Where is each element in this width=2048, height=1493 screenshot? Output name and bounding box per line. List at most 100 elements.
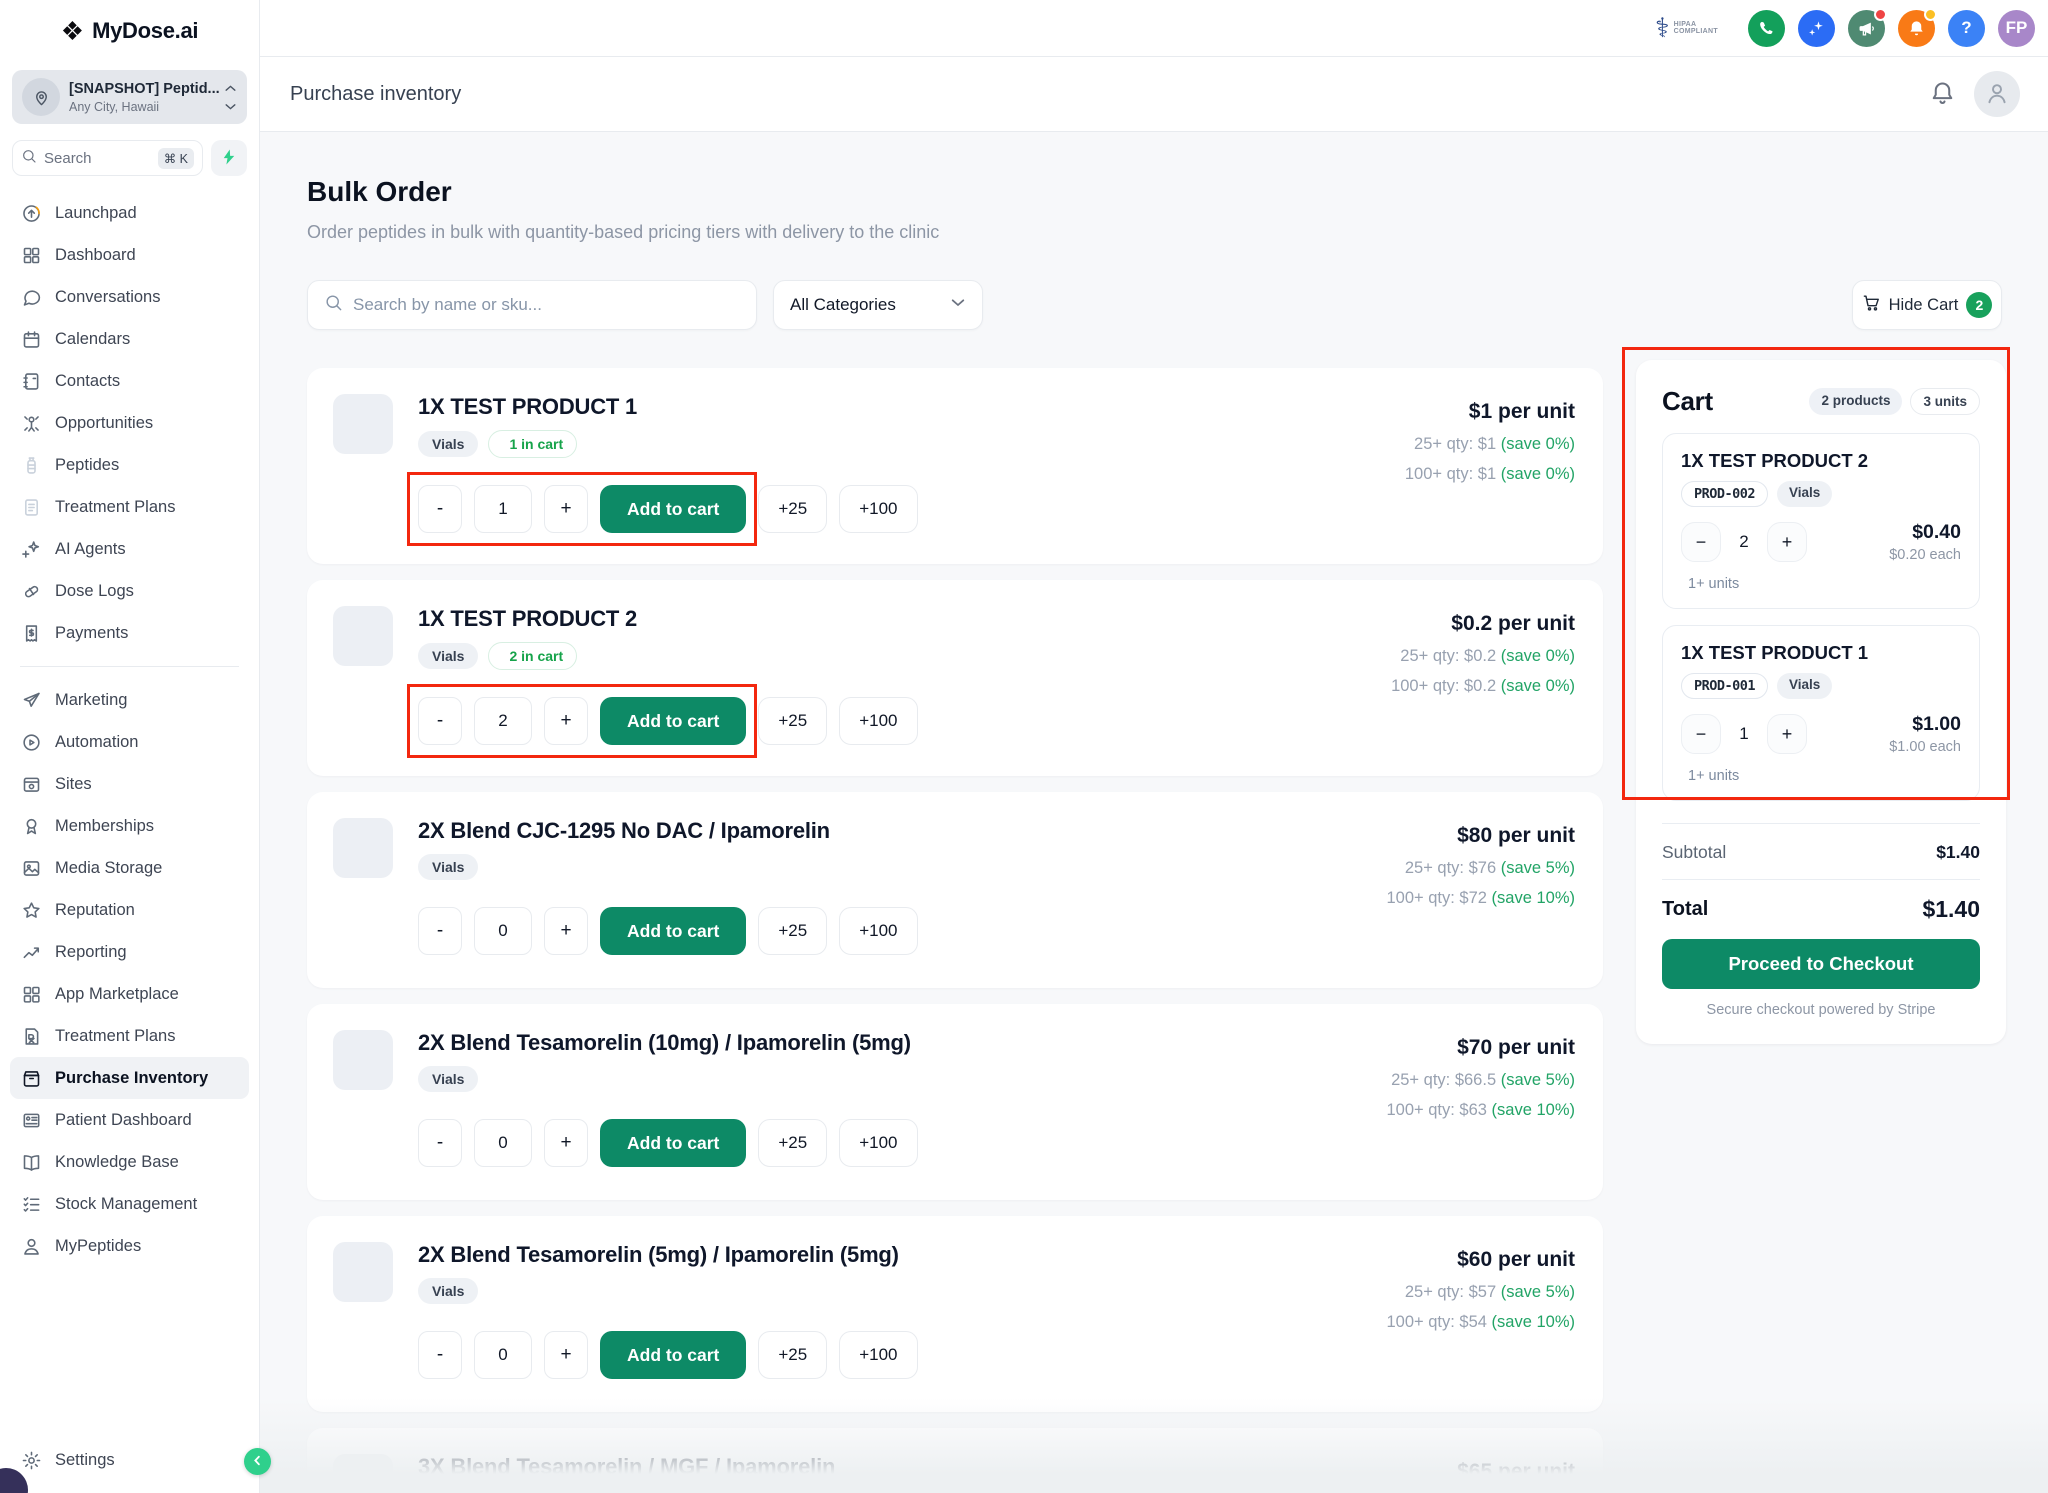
quantity-input[interactable] (474, 1331, 532, 1379)
product-search[interactable] (307, 280, 757, 330)
add-25-button[interactable]: +25 (758, 485, 828, 533)
sidebar-item-launchpad[interactable]: Launchpad (10, 192, 249, 234)
sidebar-item-stock-management[interactable]: Stock Management (10, 1183, 249, 1225)
sidebar-item-calendars[interactable]: Calendars (10, 318, 249, 360)
add-to-cart-button[interactable]: Add to cart (600, 1331, 747, 1379)
notifications-button[interactable] (1929, 79, 1956, 109)
calendars-icon (21, 329, 42, 350)
sparkles-button[interactable] (1798, 9, 1835, 47)
sidebar-item-treatment-plans[interactable]: Treatment Plans (10, 486, 249, 528)
sidebar-item-conversations[interactable]: Conversations (10, 276, 249, 318)
sidebar-item-dashboard[interactable]: Dashboard (10, 234, 249, 276)
sidebar-item-opportunities[interactable]: Opportunities (10, 402, 249, 444)
pricing-tiers: 25+ qty: $0.2 (save 0%) 100+ qty: $0.2 (… (1275, 647, 1575, 696)
quantity-increase-button[interactable]: + (544, 485, 588, 533)
location-selector[interactable]: [SNAPSHOT] Peptid... Any City, Hawaii (12, 70, 247, 124)
hide-cart-button[interactable]: Hide Cart 2 (1852, 280, 2002, 330)
add-100-button[interactable]: +100 (839, 907, 918, 955)
proceed-to-checkout-button[interactable]: Proceed to Checkout (1662, 939, 1980, 989)
secure-checkout-note: Secure checkout powered by Stripe (1706, 1002, 1936, 1018)
sidebar-item-memberships[interactable]: Memberships (10, 805, 249, 847)
quantity-decrease-button[interactable]: - (418, 1119, 462, 1167)
quantity-input[interactable] (474, 485, 532, 533)
quantity-increase-button[interactable]: + (544, 1331, 588, 1379)
sidebar-item-knowledge-base[interactable]: Knowledge Base (10, 1141, 249, 1183)
add-100-button[interactable]: +100 (839, 697, 918, 745)
pricing-tier: 100+ qty: $63 (save 10%) (1386, 1101, 1576, 1119)
cart-increase-button[interactable]: + (1767, 522, 1807, 562)
add-25-button[interactable]: +25 (758, 907, 828, 955)
sidebar-item-treatment-plans[interactable]: Treatment Plans (10, 1015, 249, 1057)
phone-icon (1757, 19, 1776, 38)
megaphone-button[interactable] (1848, 7, 1887, 47)
product-category-tag: Vials (418, 643, 479, 669)
add-25-button[interactable]: +25 (758, 1119, 828, 1167)
quantity-decrease-button[interactable]: - (418, 1331, 462, 1379)
sidebar-search-input[interactable] (44, 149, 114, 167)
quantity-decrease-button[interactable]: - (418, 697, 462, 745)
profile-avatar-button[interactable] (1974, 71, 2020, 117)
add-to-cart-button[interactable]: Add to cart (600, 485, 747, 533)
cart-increase-button[interactable]: + (1767, 714, 1807, 754)
cart-decrease-button[interactable]: − (1681, 522, 1721, 562)
quick-actions-button[interactable] (211, 140, 247, 176)
sidebar-item-label: Dose Logs (55, 581, 134, 600)
sidebar-collapse-button[interactable] (244, 1448, 271, 1475)
add-to-cart-button[interactable]: Add to cart (600, 1119, 747, 1167)
megaphone-icon (1857, 19, 1876, 38)
sidebar-item-purchase-inventory[interactable]: Purchase Inventory (10, 1057, 249, 1099)
sidebar-item-app-marketplace[interactable]: App Marketplace (10, 973, 249, 1015)
phone-button[interactable] (1748, 9, 1785, 47)
sidebar-item-mypeptides[interactable]: MyPeptides (10, 1225, 249, 1267)
quantity-increase-button[interactable]: + (544, 1119, 588, 1167)
add-100-button[interactable]: +100 (839, 485, 918, 533)
sidebar-item-reporting[interactable]: Reporting (10, 931, 249, 973)
sidebar-item-label: Automation (55, 732, 139, 751)
sidebar-item-payments[interactable]: Payments (10, 612, 249, 654)
marketing-icon (21, 690, 42, 711)
purchase-inventory-icon (21, 1068, 42, 1089)
product-search-input[interactable] (353, 295, 740, 315)
sidebar-item-contacts[interactable]: Contacts (10, 360, 249, 402)
quantity-group: - + Add to cart (418, 907, 747, 955)
quantity-input[interactable] (474, 1119, 532, 1167)
quantity-increase-button[interactable]: + (544, 697, 588, 745)
add-to-cart-button[interactable]: Add to cart (600, 697, 747, 745)
sidebar-item-settings[interactable]: Settings (10, 1439, 249, 1481)
total-value: $1.40 (1922, 896, 1980, 922)
add-100-button[interactable]: +100 (839, 1119, 918, 1167)
sidebar-item-patient-dashboard[interactable]: Patient Dashboard (10, 1099, 249, 1141)
add-100-button[interactable]: +100 (839, 1331, 918, 1379)
avatar-badge-button[interactable]: FP (1998, 9, 2035, 47)
product-unit-price: $65 per unit (1457, 1460, 1575, 1483)
sidebar-item-marketing[interactable]: Marketing (10, 679, 249, 721)
sidebar-item-sites[interactable]: Sites (10, 763, 249, 805)
sidebar-item-automation[interactable]: Automation (10, 721, 249, 763)
sidebar-search[interactable]: ⌘ K (12, 140, 203, 176)
sidebar-item-ai-agents[interactable]: AI Agents (10, 528, 249, 570)
brand-logo-icon: ❖ (60, 16, 85, 46)
bell-button[interactable] (1898, 7, 1937, 47)
sidebar-item-dose-logs[interactable]: Dose Logs (10, 570, 249, 612)
cart-decrease-button[interactable]: − (1681, 714, 1721, 754)
add-25-button[interactable]: +25 (758, 697, 828, 745)
quantity-input[interactable] (474, 907, 532, 955)
help-button[interactable]: ? (1948, 9, 1985, 47)
sidebar-item-peptides[interactable]: Peptides (10, 444, 249, 486)
sidebar-item-label: Launchpad (55, 203, 137, 222)
sidebar-item-label: Dashboard (55, 245, 136, 264)
sidebar-item-reputation[interactable]: Reputation (10, 889, 249, 931)
category-select[interactable]: All Categories (773, 280, 983, 330)
sidebar-item-label: Stock Management (55, 1194, 198, 1213)
quantity-decrease-button[interactable]: - (418, 907, 462, 955)
quantity-increase-button[interactable]: + (544, 907, 588, 955)
pricing-tier: 25+ qty: $76 (save 5%) (1404, 859, 1575, 877)
add-to-cart-button[interactable]: Add to cart (600, 907, 747, 955)
quantity-input[interactable] (474, 697, 532, 745)
launchpad-icon (21, 203, 42, 224)
add-25-button[interactable]: +25 (758, 1331, 828, 1379)
quantity-decrease-button[interactable]: - (418, 485, 462, 533)
reputation-icon (21, 900, 42, 921)
sidebar-item-media-storage[interactable]: Media Storage (10, 847, 249, 889)
